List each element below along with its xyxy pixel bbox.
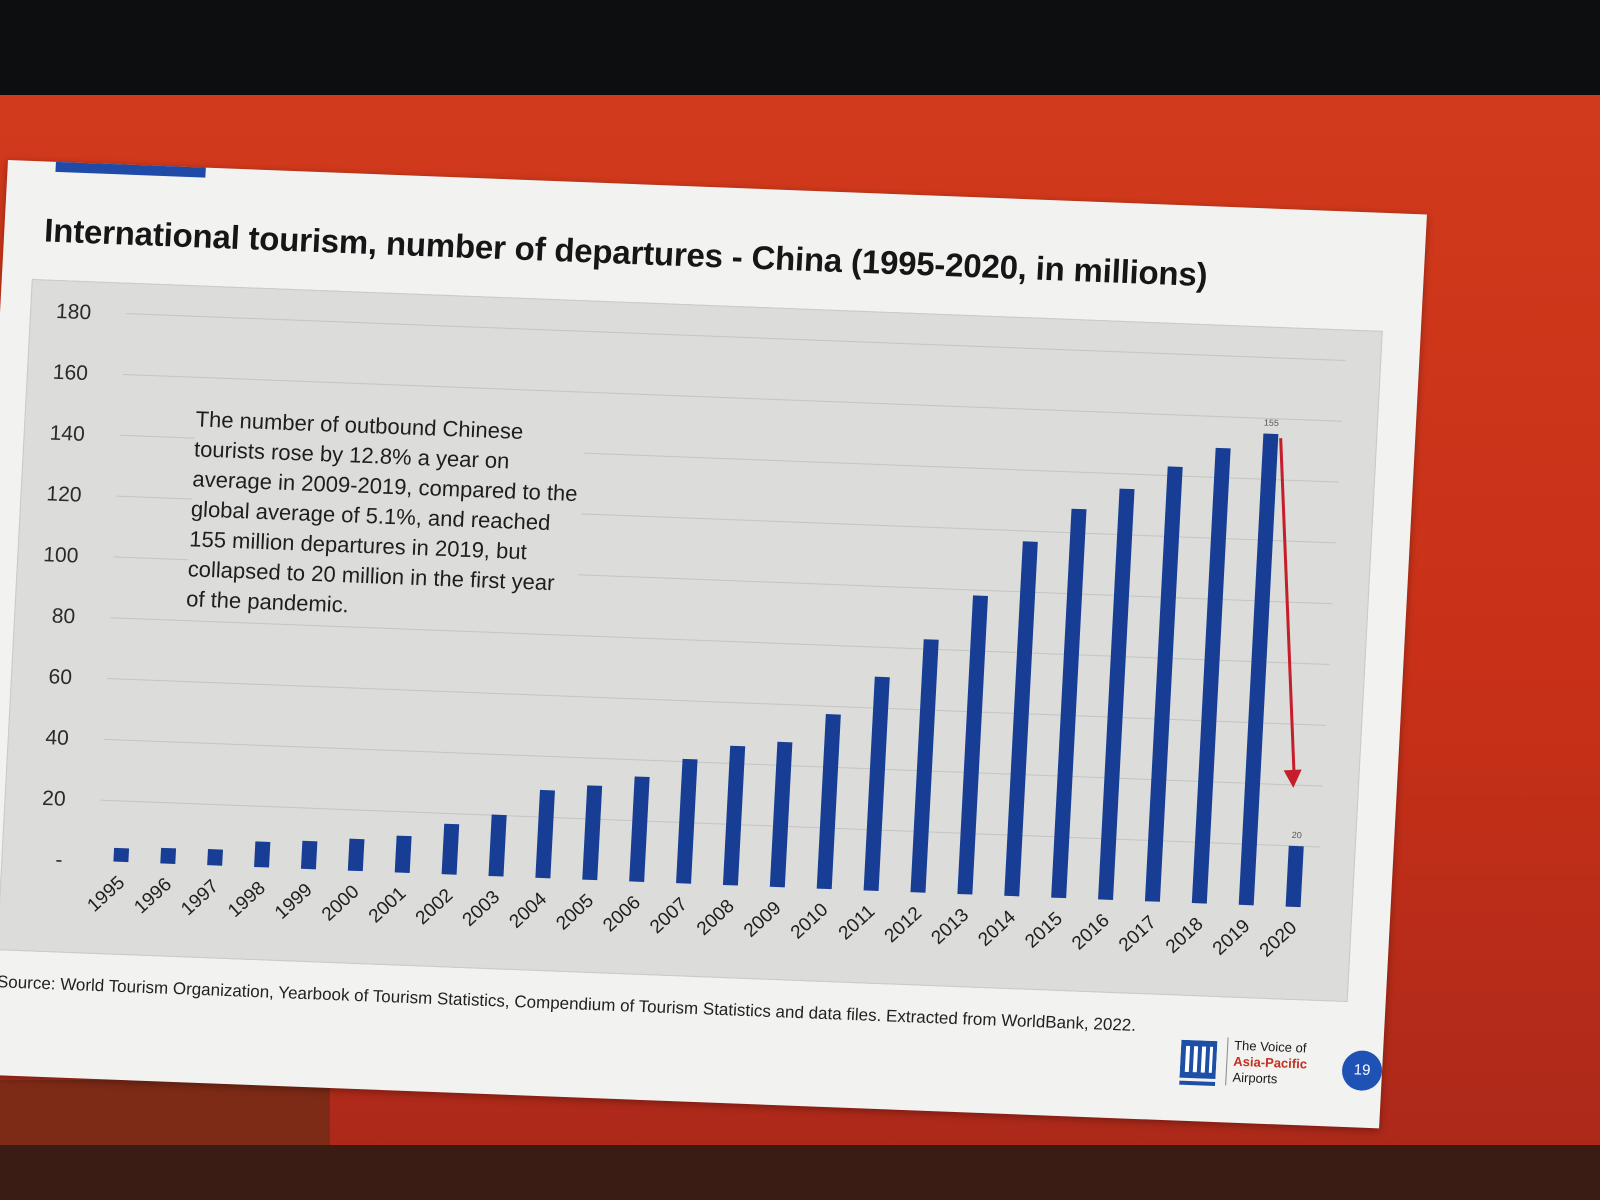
- bar-2017: [1144, 466, 1183, 902]
- x-tick-label: 2014: [974, 906, 1020, 950]
- bar-2010: [816, 714, 841, 890]
- x-tick-label: 1996: [130, 874, 175, 918]
- bar-2000: [347, 838, 365, 872]
- gridline: [100, 799, 1320, 848]
- page-number-badge: 19: [1341, 1049, 1384, 1092]
- chart-panel: -20 40 60 80 100 120 140 160 180 1995 1996 1997 199…: [0, 279, 1383, 1003]
- x-tick-label: 2011: [835, 901, 879, 944]
- bar-2007: [676, 758, 698, 884]
- bar-2016: [1098, 488, 1135, 900]
- data-label-2020: 20: [1292, 830, 1303, 840]
- bar-2009: [769, 741, 793, 888]
- bar-2002: [441, 823, 460, 875]
- bar-2019: [1238, 433, 1279, 906]
- bar-1999: [300, 840, 318, 870]
- x-tick-label: 1999: [271, 880, 316, 924]
- y-tick-label: 160: [52, 361, 88, 385]
- bar-2006: [629, 776, 650, 882]
- x-tick-label: 2016: [1068, 910, 1113, 954]
- y-tick-label: 120: [46, 482, 82, 506]
- data-label-2019: 155: [1264, 418, 1280, 429]
- stage-floor: [0, 1145, 1600, 1200]
- y-tick-label: 80: [51, 604, 76, 628]
- gridline: [126, 313, 1346, 361]
- x-tick-label: 2001: [365, 883, 410, 927]
- gridline: [103, 738, 1323, 787]
- y-tick-label: 60: [48, 665, 73, 689]
- gridline: [122, 373, 1343, 422]
- x-tick-label: 1997: [177, 876, 222, 920]
- logo-line-3: Airports: [1232, 1069, 1278, 1087]
- bar-1998: [254, 841, 271, 868]
- bar-2005: [582, 785, 603, 881]
- x-tick-label: 2019: [1209, 916, 1254, 960]
- bar-2004: [535, 789, 555, 879]
- bar-2018: [1191, 447, 1231, 904]
- x-tick-label: 2009: [740, 898, 785, 942]
- x-tick-label: 2008: [693, 896, 738, 940]
- presentation-slide: International tourism, number of departu…: [0, 160, 1427, 1129]
- bar-1996: [160, 847, 177, 864]
- bar-2012: [910, 639, 939, 893]
- x-tick-label: 2017: [1115, 912, 1160, 956]
- bar-2008: [722, 745, 746, 886]
- x-tick-label: 2015: [1021, 908, 1066, 952]
- x-tick-label: 2004: [506, 888, 552, 932]
- x-tick-label: 2000: [318, 881, 363, 925]
- bar-1997: [207, 849, 223, 866]
- aci-logo: The Voice of Asia-Pacific Airports: [1179, 1036, 1332, 1102]
- chart-annotation-text: The number of outbound Chinese tourists …: [185, 404, 587, 630]
- y-tick-label: 20: [42, 787, 67, 811]
- x-tick-label: 2010: [787, 899, 832, 943]
- y-tick-label: 100: [43, 543, 79, 567]
- bar-2003: [488, 814, 507, 877]
- x-tick-label: 2003: [459, 887, 504, 931]
- x-tick-label: 2007: [646, 894, 691, 938]
- bar-2001: [394, 835, 412, 873]
- x-tick-label: 2006: [599, 892, 644, 936]
- y-tick-label: 140: [49, 422, 85, 446]
- gridline: [106, 678, 1327, 726]
- x-tick-label: 2005: [552, 890, 597, 934]
- x-tick-label: 2018: [1162, 914, 1207, 958]
- gridline: [110, 617, 1330, 666]
- x-tick-label: 1995: [84, 872, 129, 916]
- aci-logo-text: The Voice of Asia-Pacific Airports: [1225, 1037, 1309, 1089]
- bar-2011: [863, 676, 890, 891]
- drop-arrow-line: [1279, 438, 1296, 775]
- x-tick-label: 1998: [224, 878, 269, 922]
- y-tick-label: 40: [45, 726, 70, 750]
- drop-arrow-head: [1283, 769, 1302, 788]
- x-tick-label: 2013: [928, 905, 973, 949]
- aci-logo-icon: [1179, 1039, 1218, 1087]
- y-tick-label: 180: [55, 300, 91, 324]
- y-tick-label: -: [55, 848, 63, 871]
- bar-2015: [1051, 508, 1087, 899]
- x-tick-label: 2012: [881, 903, 926, 947]
- bar-2014: [1004, 541, 1038, 897]
- bar-2020: [1285, 845, 1304, 908]
- bar-2013: [957, 595, 989, 895]
- x-tick-label: 2002: [412, 885, 457, 929]
- x-tick-label: 2020: [1256, 917, 1301, 961]
- bar-1995: [113, 847, 130, 863]
